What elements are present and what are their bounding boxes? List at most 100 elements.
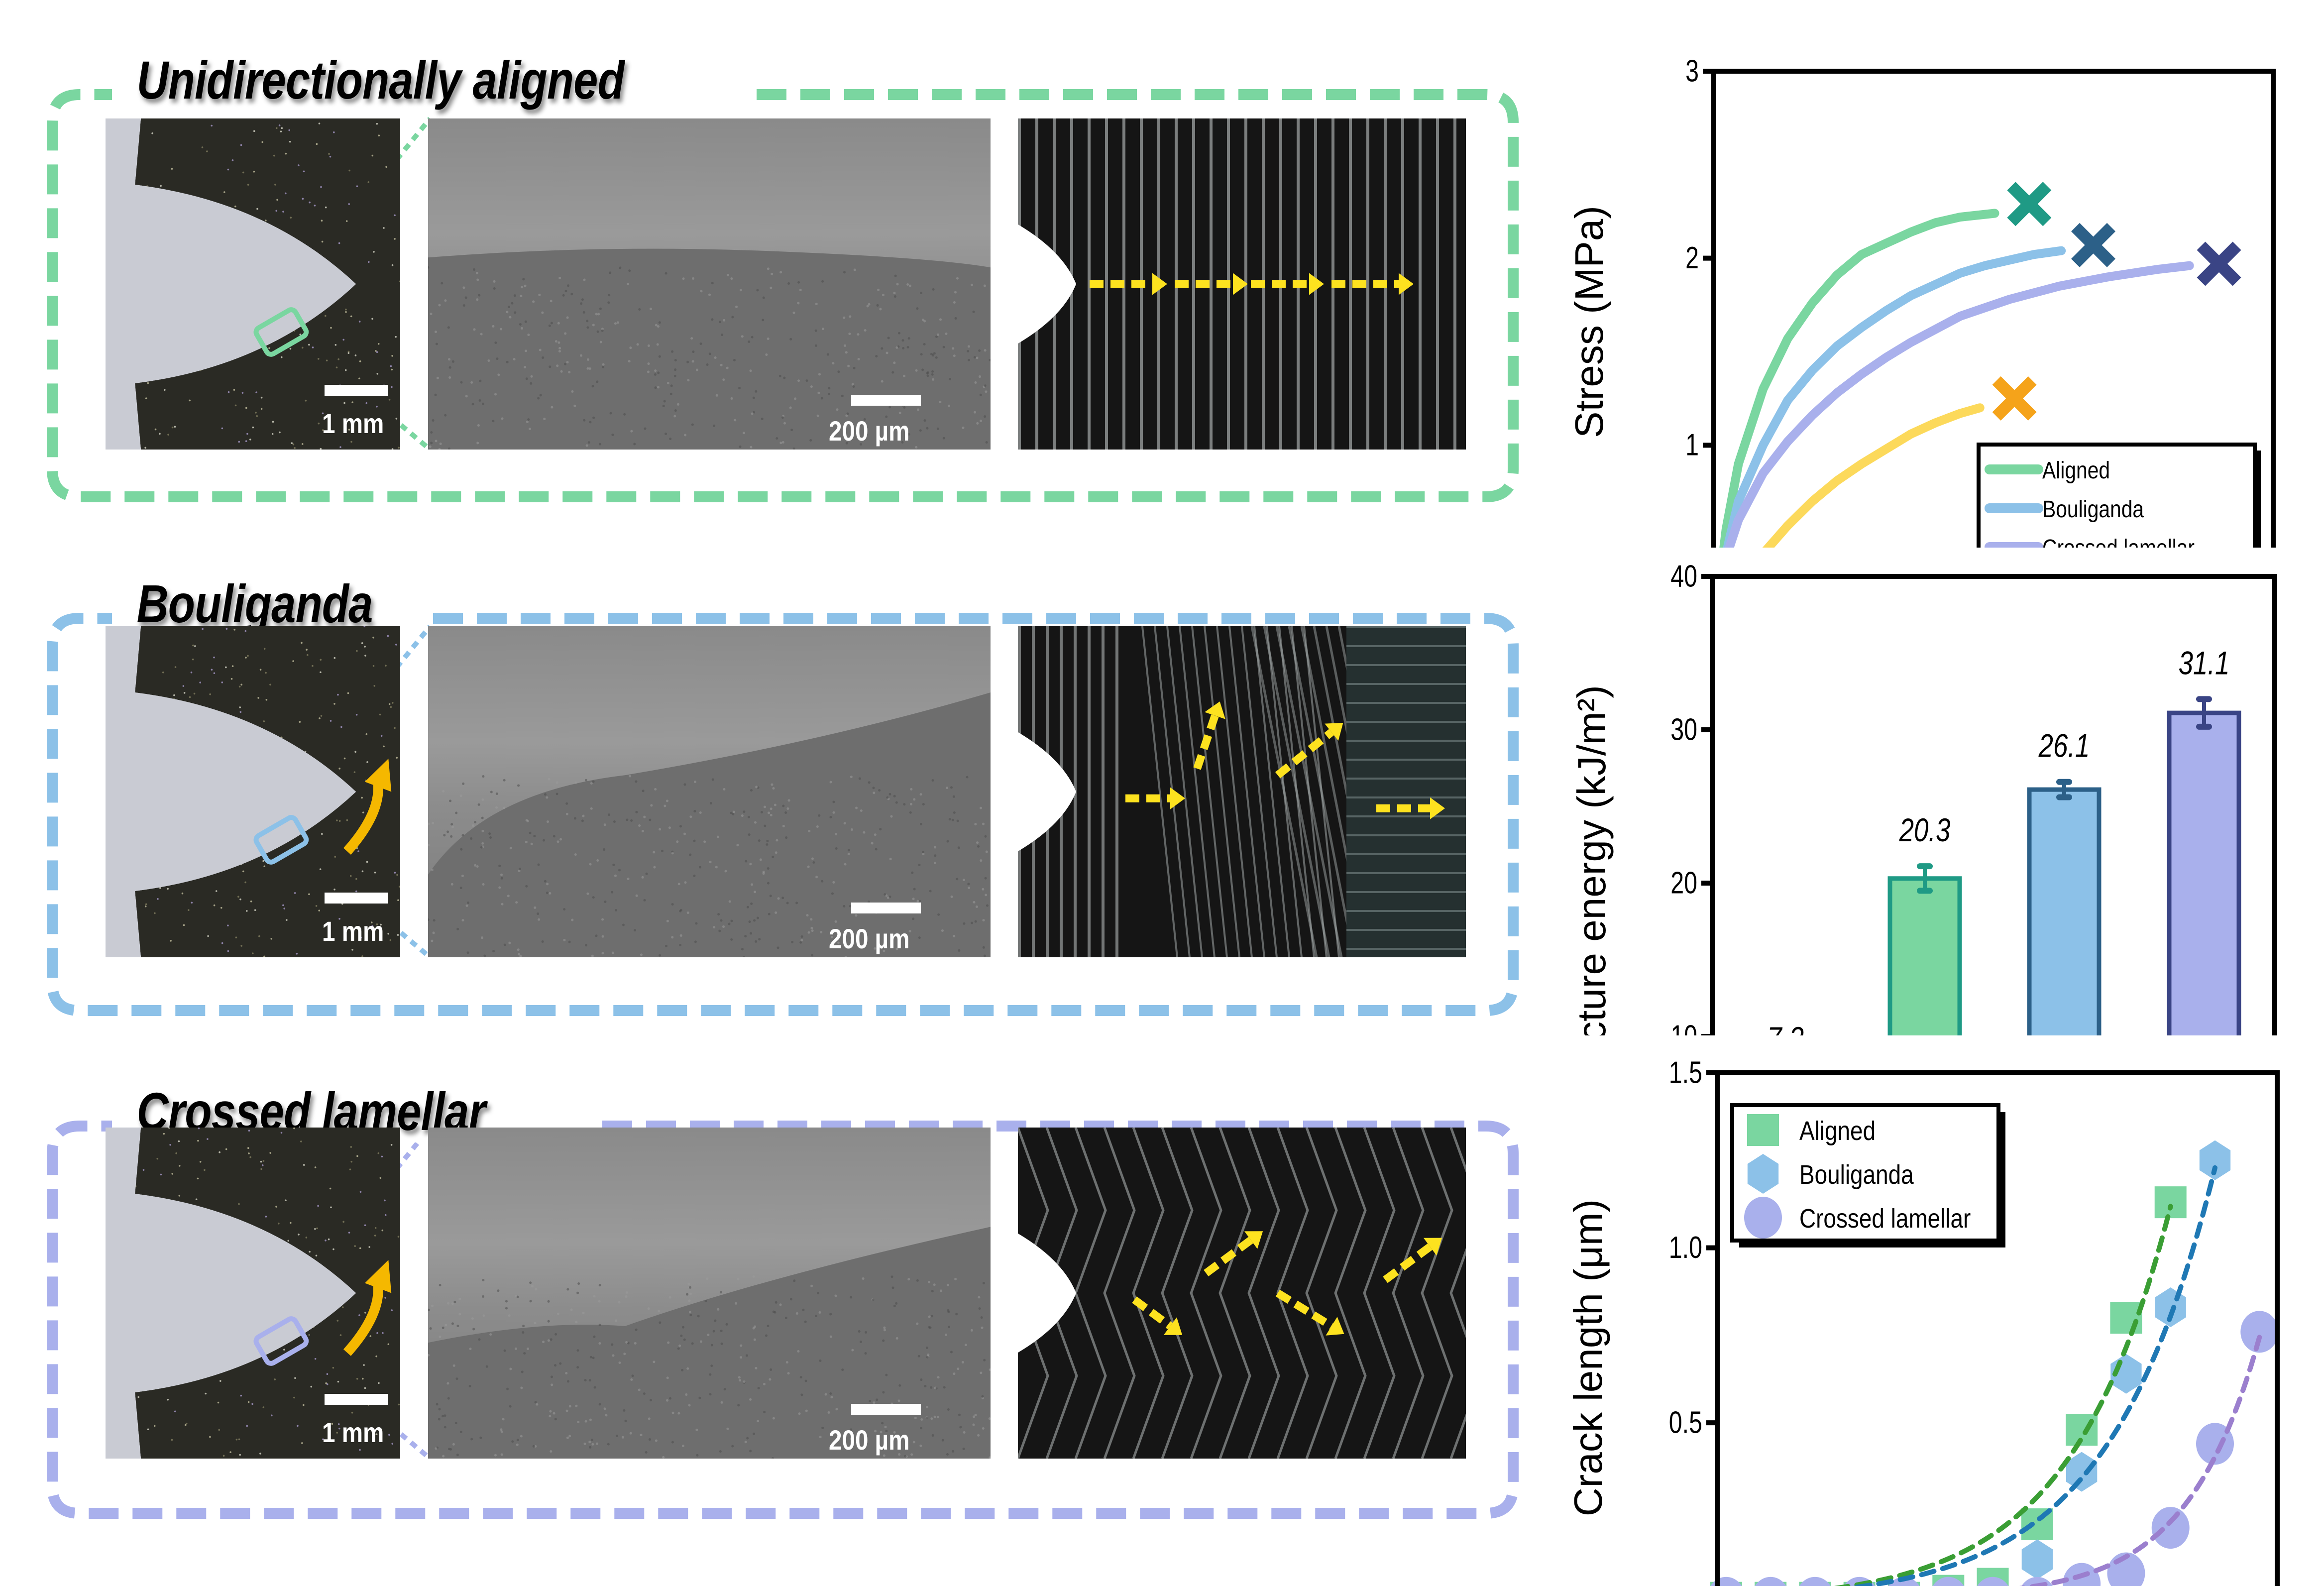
data-point [1755, 1577, 1786, 1586]
legend-label: Aligned [2042, 457, 2110, 484]
optical-image [106, 1128, 400, 1459]
region-highlight-box [253, 307, 309, 357]
break-point-marker [2007, 182, 2052, 227]
sem-image [428, 692, 991, 957]
fracture-surface [428, 1227, 991, 1459]
fiber-zigzag [1190, 1128, 1222, 1459]
fiber-highlight [1419, 118, 1422, 450]
legend-marker [1747, 1154, 1779, 1194]
legend-label: Aligned [1799, 1116, 1876, 1146]
scale-bar [325, 893, 388, 904]
bar-value-label: 7.3 [1767, 1020, 1803, 1035]
fiber-zigzag [1132, 1128, 1165, 1459]
crack-path-arrow-icon [1132, 1296, 1173, 1330]
crack-notch [1018, 1233, 1076, 1353]
arrowhead-icon [1326, 1317, 1344, 1336]
legend-marker [1744, 1197, 1782, 1239]
crack-notch [1018, 224, 1076, 344]
y-tick-label: 20 [1670, 866, 1697, 900]
data-point [2151, 1507, 2190, 1549]
fit-curve-0 [1834, 1204, 2173, 1586]
fiber-highlight [1436, 118, 1439, 450]
scale-bar [325, 385, 388, 396]
fiber-highlight [1453, 118, 1456, 450]
scale-bar-label: 1 mm [322, 408, 384, 439]
bar-2 [2027, 787, 2102, 1035]
arrowhead-icon [1233, 273, 1248, 295]
fiber-model-render [1018, 118, 1466, 450]
region-highlight-box [253, 815, 309, 865]
optical-image [106, 626, 400, 957]
arrowhead-icon [1309, 273, 1324, 295]
crack-path-arrow-icon [1275, 1289, 1334, 1330]
fiber-highlight [1210, 118, 1213, 450]
fiber-highlight [1349, 118, 1352, 450]
scale-bar-label: 200 µm [829, 1424, 910, 1456]
sem-image [428, 248, 991, 450]
legend-marker [1747, 1114, 1779, 1146]
arrowhead-icon [1163, 1317, 1183, 1335]
data-point [2110, 1302, 2142, 1334]
scale-bar-label: 200 µm [829, 923, 910, 954]
fiber-zigzag [1334, 1128, 1367, 1459]
fiber-highlight [1088, 118, 1091, 450]
fiber-zigzag [1018, 1128, 1049, 1459]
data-point [1799, 1577, 1831, 1586]
arrowhead-icon [1423, 1238, 1442, 1256]
data-point [2199, 1140, 2231, 1180]
legend-label: Crossed lamellar [2042, 535, 2195, 548]
y-axis-label: Crack length (μm) [1566, 1199, 1610, 1516]
fracture-surface [428, 248, 991, 450]
data-point [2066, 1452, 2098, 1492]
fiber-zigzag [1103, 1128, 1136, 1459]
y-tick-label: 30 [1670, 712, 1697, 747]
bar-value-label: 20.3 [1899, 811, 1951, 848]
bar-3 [2167, 710, 2241, 1035]
sem-micrograph [428, 118, 991, 450]
sem-micrograph [428, 626, 991, 957]
fiber-zigzag [1161, 1128, 1194, 1459]
series-line-0 [1719, 209, 1999, 548]
plot-frame [1711, 69, 2276, 548]
fracture-energy-chart: 7.3PVA organo-hydrogel20.3Aligned26.1Bou… [1569, 559, 2277, 1035]
fiber-model-image [1018, 1128, 1466, 1459]
sem-micrograph [428, 1128, 991, 1459]
scale-bar-label: 1 mm [322, 1417, 384, 1448]
scale-bar [851, 1404, 921, 1415]
fiber-zigzag [1218, 1128, 1251, 1459]
arrowhead-icon [1325, 723, 1343, 741]
y-tick-label: 0.5 [1669, 1405, 1702, 1440]
fiber-zigzag [1363, 1128, 1396, 1459]
data-point [2240, 1311, 2279, 1353]
plot-frame [1715, 1070, 2280, 1586]
legend-label: Bouliganda [2042, 496, 2144, 523]
series-line-1 [1723, 246, 2066, 548]
fiber-model-image [1018, 118, 1466, 450]
arrowhead-icon [1430, 797, 1445, 819]
fiber-model-render [1018, 626, 1466, 957]
optical-micrograph [106, 1128, 400, 1459]
series-line-3 [1762, 403, 1985, 548]
scale-bar [851, 395, 921, 406]
break-point-marker [1992, 376, 2037, 421]
fiber-zigzag [1421, 1128, 1453, 1459]
series-line-2 [1724, 261, 2194, 548]
scale-bar-label: 200 µm [829, 415, 910, 447]
y-axis-label: Stress (MPa) [1567, 206, 1611, 438]
y-axis-label: Fracture energy (kJ/m²) [1569, 685, 1614, 1035]
legend-label: Bouliganda [1799, 1160, 1914, 1190]
fiber-highlight [1105, 118, 1108, 450]
data-point [2154, 1186, 2187, 1219]
fit-curve-2 [2019, 1335, 2262, 1586]
arrowhead-icon [1170, 787, 1185, 809]
fracture-surface [428, 692, 991, 957]
y-tick-label: 2 [1685, 240, 1699, 275]
y-tick-label: 1 [1685, 428, 1699, 462]
y-tick-label: 40 [1670, 559, 1697, 593]
panel-title: Bouliganda [124, 572, 385, 635]
arrowhead-icon [1205, 701, 1225, 719]
crack-length-chart: 0.00.51.01.5060120180240Time (s)Crack le… [1566, 1055, 2280, 1586]
y-tick-label: 1.0 [1669, 1230, 1702, 1264]
dashed-frame [47, 89, 1519, 502]
y-tick-label: 0.0 [1669, 1580, 1702, 1586]
